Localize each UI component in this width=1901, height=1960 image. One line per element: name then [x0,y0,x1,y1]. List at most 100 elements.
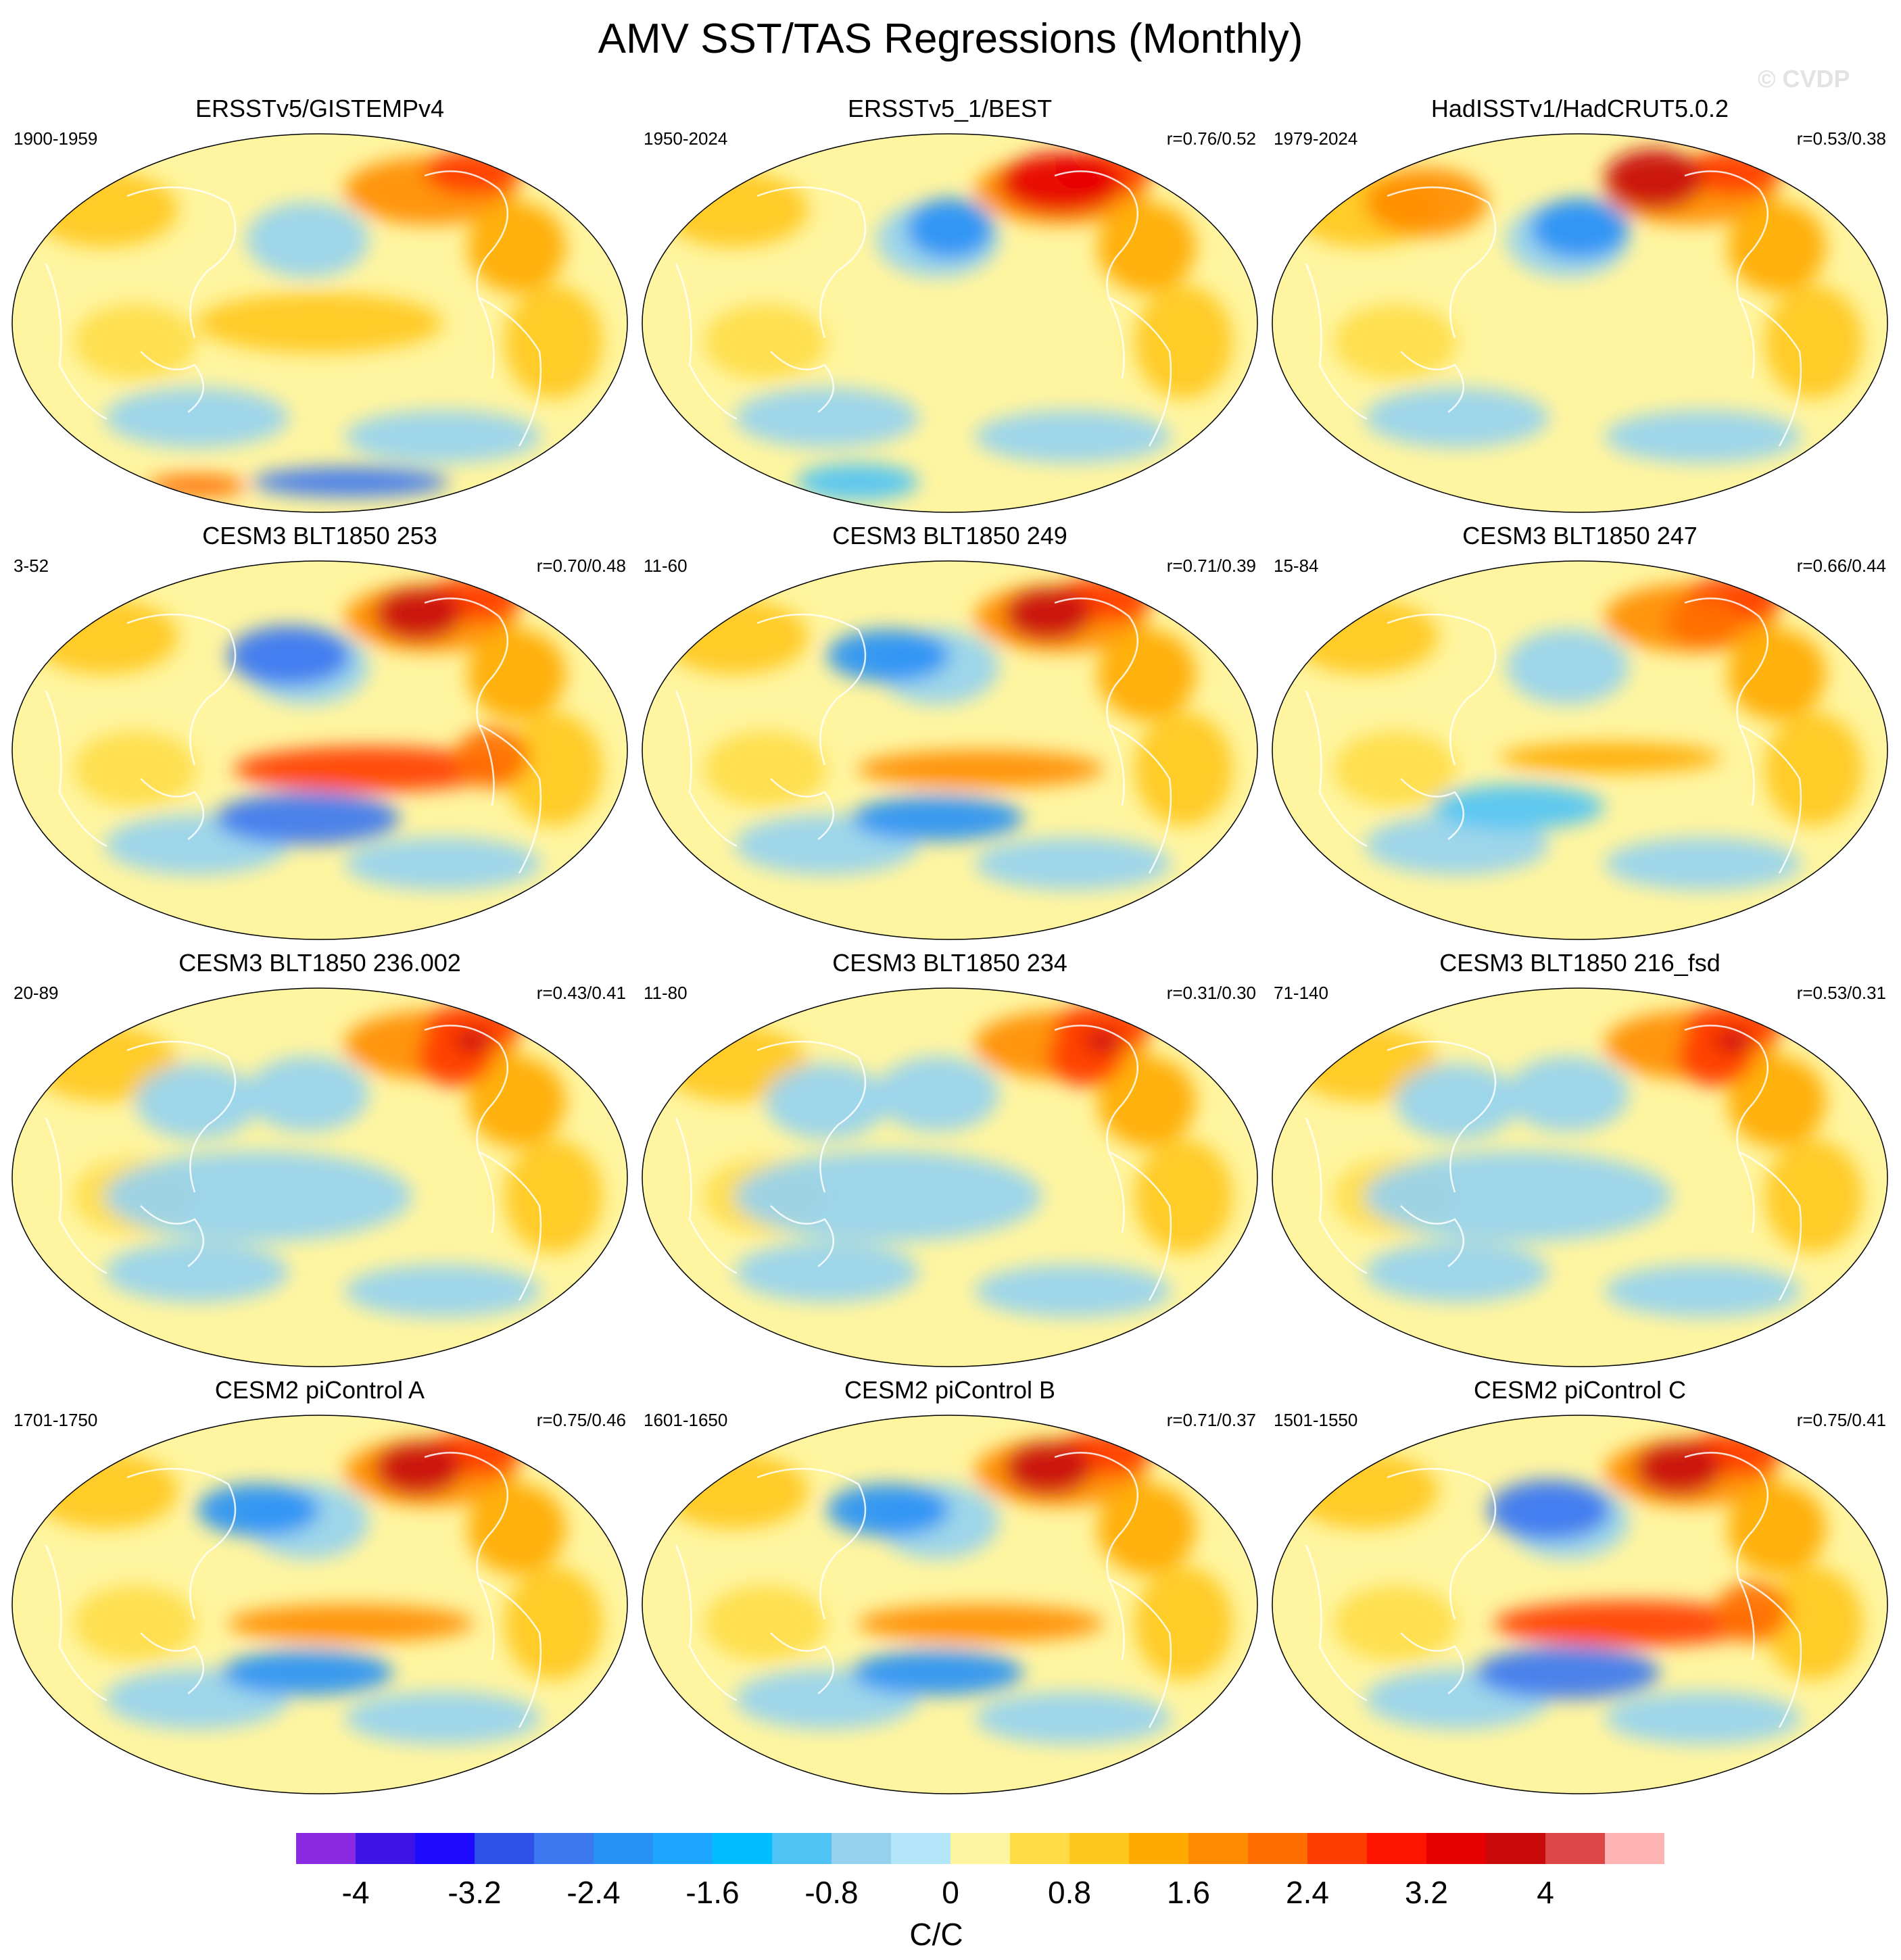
warm-anomaly [375,1442,462,1495]
cool-anomaly [974,410,1172,464]
warm-anomaly [1134,1567,1233,1680]
warm-anomaly [467,1056,566,1148]
map-panel: CESM2 piControl C 1501-1550 r=0.75/0.41 [1266,1376,1894,1802]
panel-title: CESM3 BLT1850 234 [832,949,1067,977]
cool-anomaly [344,837,542,891]
cool-anomaly [734,1150,1042,1242]
warm-anomaly [1715,1029,1752,1053]
colorbar-swatch [1545,1833,1605,1864]
colorbar-swatch [475,1833,534,1864]
warm-anomaly [467,201,566,293]
warm-anomaly [1097,1483,1196,1575]
panel-title: ERSSTv5/GISTEMPv4 [195,95,445,122]
panel-period: 1950-2024 [644,128,728,149]
map-border [642,560,1258,940]
cool-anomaly [1432,784,1605,830]
cool-anomaly [344,410,542,464]
cool-anomaly [1475,1646,1660,1699]
panel-title: HadISSTv1/HadCRUT5.0.2 [1430,95,1729,122]
cool-anomaly [827,1483,950,1537]
cool-anomaly [851,795,1024,841]
map-border [11,1415,628,1794]
cool-anomaly [851,1650,1024,1696]
panel-period: 1701-1750 [14,1410,98,1430]
cool-anomaly [1604,1691,1802,1745]
colorbar-swatch [1486,1833,1545,1864]
warm-anomaly [1334,304,1457,380]
cool-anomaly [796,463,919,501]
coastlines [1305,170,1802,447]
map-border [642,133,1258,513]
cool-anomaly [227,625,351,686]
panel-period: 11-80 [644,983,688,1003]
map-border [11,987,628,1367]
warm-anomaly [1097,629,1196,720]
warm-anomaly [1727,1056,1826,1148]
colorbar-tick-label: -3.2 [448,1875,501,1910]
cool-anomaly [974,1691,1172,1745]
warm-anomaly [30,1453,178,1529]
cool-anomaly [734,1242,919,1302]
cool-anomaly [1364,387,1549,448]
map-panel: CESM3 BLT1850 236.002 20-89 r=0.43/0.41 [5,949,634,1375]
colorbar-swatch [594,1833,653,1864]
map-border [11,133,628,513]
cool-anomaly [215,791,400,845]
map-panel: ERSSTv5/GISTEMPv4 1900-1959 [5,95,634,520]
coastlines [45,1452,542,1728]
cool-anomaly [734,387,919,448]
colorbar-swatch [772,1833,832,1864]
cool-anomaly [1395,1064,1518,1140]
cool-anomaly [344,1264,542,1318]
warm-anomaly [1097,201,1196,293]
panel-title: CESM2 piControl B [844,1376,1056,1404]
coastlines [675,1452,1172,1728]
panel-title: ERSSTv5_1/BEST [847,95,1053,122]
panel-correlation: r=0.75/0.41 [1796,1410,1886,1430]
panel-period: 15-84 [1274,556,1319,576]
warm-anomaly [1334,1586,1457,1661]
coastlines [45,597,542,874]
cool-anomaly [765,1064,888,1140]
cool-anomaly [1604,410,1802,464]
cool-anomaly [1364,814,1549,875]
warm-anomaly [1604,149,1703,210]
cool-anomaly [1604,837,1802,891]
map-panel: CESM2 piControl B 1601-1650 r=0.71/0.37 [635,1376,1264,1802]
map-svg [1272,560,1888,940]
colorbar-tick-label: 0 [942,1875,959,1910]
coastlines [675,170,1172,447]
cool-anomaly [1364,1150,1673,1242]
panel-title: CESM2 piControl A [214,1376,425,1404]
cool-anomaly [104,387,289,448]
map-border [1272,1415,1888,1794]
map-svg [11,133,628,513]
colorbar-swatch [415,1833,475,1864]
cool-anomaly [1604,1264,1802,1318]
cool-anomaly [135,1064,258,1140]
warm-anomaly [1291,1453,1439,1529]
map-svg [1272,987,1888,1367]
map-svg [642,560,1258,940]
colorbar-label: C/C [909,1917,963,1952]
warm-anomaly [857,750,1104,788]
cool-anomaly [104,1150,412,1242]
panel-period: 1501-1550 [1274,1410,1358,1430]
colorbar-swatch [1248,1833,1307,1864]
warm-anomaly [227,1604,474,1642]
panel-correlation: r=0.53/0.31 [1796,983,1886,1003]
panel-title: CESM3 BLT1850 253 [202,522,437,549]
colorbar-tick-label: 1.6 [1167,1875,1210,1910]
panel-title: CESM3 BLT1850 216_fsd [1439,949,1720,977]
cool-anomaly [197,1483,320,1537]
panel-period: 1900-1959 [14,128,98,149]
map-panel: ERSSTv5_1/BEST 1950-2024 r=0.76/0.52 [635,95,1264,520]
coastlines [1305,1025,1802,1301]
coastlines [45,170,542,447]
colorbar-tick-label: 0.8 [1048,1875,1091,1910]
warm-anomaly [1635,1442,1722,1495]
colorbar-tick-label: 4 [1537,1875,1554,1910]
warm-anomaly [660,599,809,675]
warm-anomaly [1727,629,1826,720]
warm-anomaly [1005,587,1092,641]
